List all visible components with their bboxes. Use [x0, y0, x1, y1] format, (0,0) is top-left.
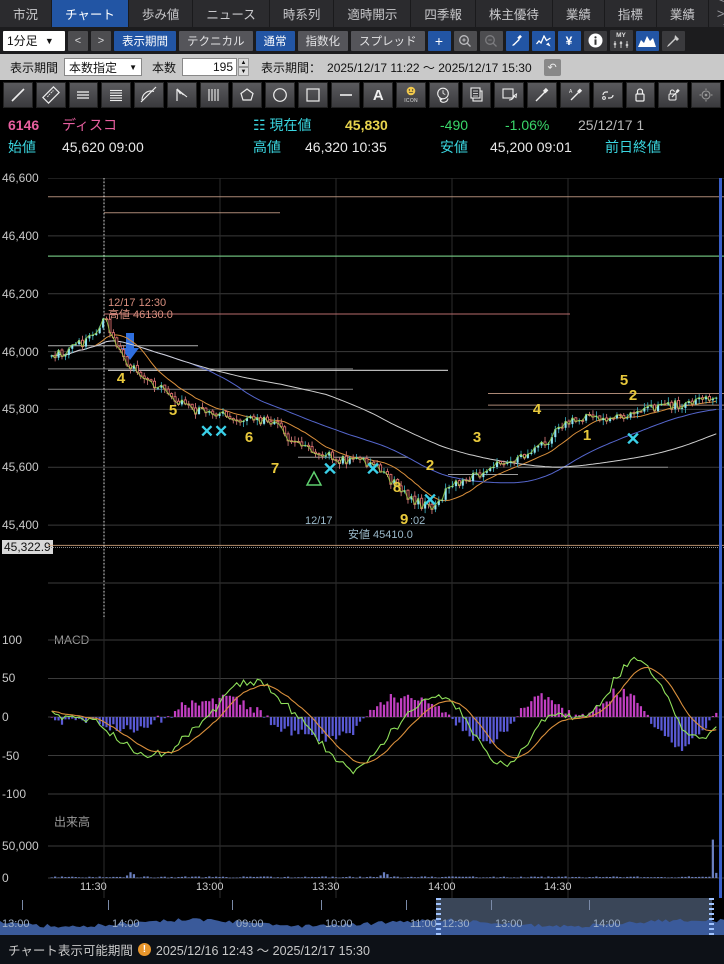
- svg-text:4: 4: [117, 370, 126, 387]
- svg-text::02: :02: [410, 515, 425, 527]
- svg-text:✕: ✕: [422, 490, 437, 510]
- svg-text:A: A: [569, 89, 573, 95]
- svg-text:3: 3: [473, 429, 481, 446]
- svg-text:9: 9: [400, 511, 408, 528]
- svg-text:5: 5: [169, 402, 177, 419]
- svg-text:安値 45410.0: 安値 45410.0: [348, 527, 413, 541]
- svg-text:2: 2: [629, 387, 637, 404]
- svg-text:✕: ✕: [365, 459, 380, 479]
- svg-text:1: 1: [583, 427, 591, 444]
- svg-text:6: 6: [245, 429, 253, 446]
- svg-text:12/17: 12/17: [305, 515, 333, 527]
- svg-text:高値 46130.0: 高値 46130.0: [108, 307, 173, 321]
- svg-text:8: 8: [393, 479, 401, 496]
- svg-text:✕: ✕: [322, 459, 337, 479]
- svg-text:4: 4: [533, 401, 542, 418]
- svg-text:✕: ✕: [625, 429, 640, 449]
- svg-text:2: 2: [426, 457, 434, 474]
- svg-text:12/17 12:30: 12/17 12:30: [108, 297, 166, 309]
- svg-text:5: 5: [620, 372, 628, 389]
- svg-text:7: 7: [271, 460, 279, 477]
- svg-text:✕✕: ✕✕: [200, 422, 229, 441]
